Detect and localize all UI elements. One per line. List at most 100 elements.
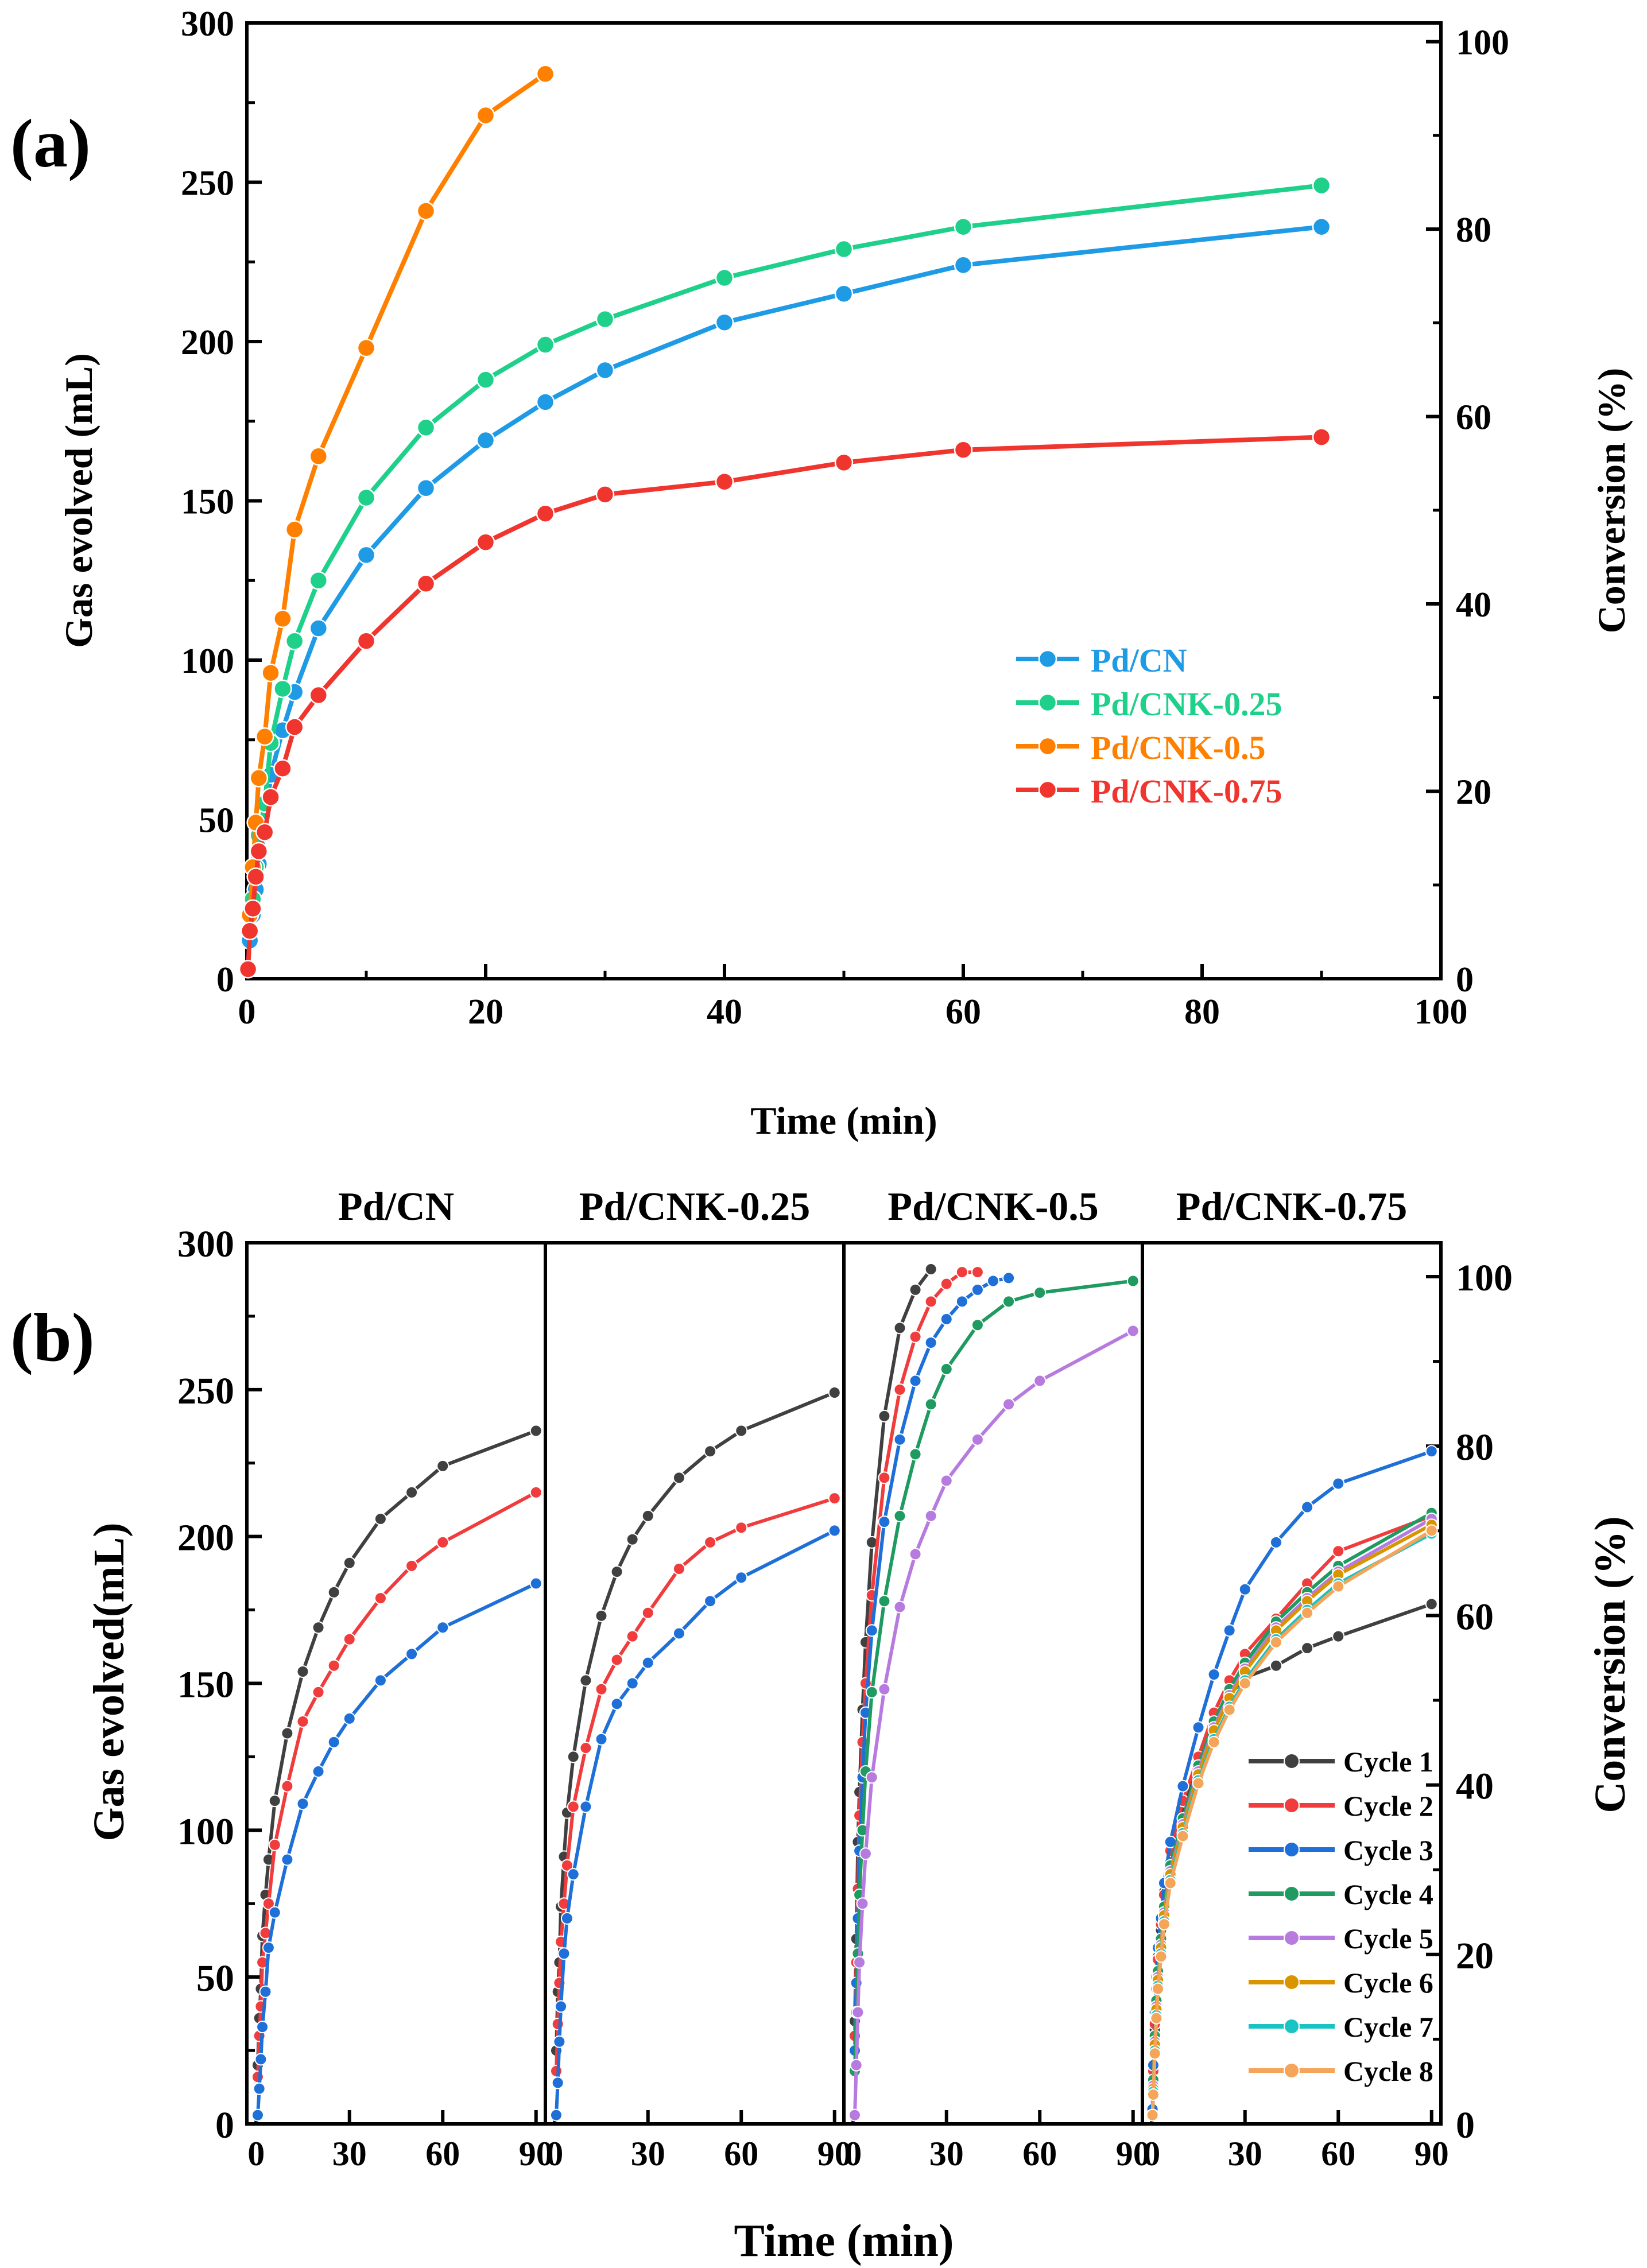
- panel-b-data-point: [1176, 1779, 1189, 1793]
- panel-b-data-point: [1425, 1524, 1438, 1537]
- panel-b-data-point: [1192, 1777, 1205, 1790]
- panel-a-data-point: [954, 255, 973, 275]
- panel-b-legend-marker: [1284, 2018, 1300, 2034]
- panel-b-data-point: [848, 2108, 861, 2122]
- panel-b-data-point: [1332, 1580, 1345, 1593]
- panel-b-data-point: [436, 1459, 449, 1472]
- panel-b-series-line: [256, 1429, 537, 2065]
- panel-a-data-point: [416, 418, 436, 437]
- panel-a-data-point: [476, 431, 495, 450]
- panel-b-x-tick-label: 90: [519, 2135, 553, 2173]
- panel-a-data-point: [476, 106, 495, 125]
- panel-b-data-point: [909, 1548, 922, 1561]
- panel-b-data-point: [343, 1556, 356, 1569]
- panel-b-data-point: [374, 1592, 387, 1605]
- panel-b-data-point: [251, 2108, 264, 2122]
- panel-b-x-tick-label: 0: [1143, 2135, 1160, 2173]
- panel-b-data-point: [878, 1409, 891, 1422]
- panel-b-data-point: [940, 1474, 953, 1487]
- panel-b-legend-label: Cycle 5: [1343, 1922, 1433, 1955]
- panel-b-data-point: [1332, 1545, 1345, 1558]
- panel-a-x-axis-label: Time (min): [750, 1099, 937, 1142]
- panel-b-legend-marker: [1284, 1797, 1300, 1813]
- panel-b-series-line: [853, 1279, 1134, 2071]
- panel-a-data-point: [1312, 428, 1331, 447]
- panel-a-data-point: [285, 520, 304, 539]
- panel-b-legend-marker: [1284, 1886, 1300, 1902]
- panel-a-data-point: [356, 338, 376, 358]
- panel-b-data-point: [735, 1424, 748, 1437]
- panel-b-data-point: [704, 1536, 717, 1549]
- panel-a-data-point: [309, 685, 328, 705]
- panel-a-y2-tick-label: 60: [1456, 398, 1491, 437]
- panel-b-data-point: [327, 1735, 340, 1749]
- panel-b-x-tick-label: 60: [1321, 2135, 1355, 2173]
- panel-b-data-point: [853, 1956, 866, 1969]
- panel-b-data-point: [626, 1533, 639, 1546]
- panel-b-data-point: [971, 1319, 984, 1332]
- panel-b-data-point: [1033, 1374, 1047, 1387]
- panel-a-data-point: [273, 759, 292, 778]
- panel-a-data-point: [285, 631, 304, 650]
- panel-b-data-point: [579, 1742, 592, 1755]
- panel-b-data-point: [735, 1521, 748, 1534]
- panel-a-data-point: [261, 788, 280, 807]
- panel-b-x-tick-label: 0: [247, 2135, 265, 2173]
- panel-a-x-tick-label: 60: [945, 993, 981, 1032]
- panel-a-x-tick-label: 100: [1415, 993, 1468, 1032]
- panel-a-data-point: [476, 533, 495, 552]
- panel-b-y-tick-label: 50: [196, 1957, 234, 1999]
- panel-b-data-point: [557, 1947, 571, 1960]
- panel-b-x-tick-label: 0: [546, 2135, 563, 2173]
- panel-a-y2-tick-label: 80: [1456, 211, 1491, 250]
- panel-b-data-point: [343, 1633, 356, 1646]
- panel-a-y2-tick-label: 0: [1456, 960, 1474, 999]
- panel-b-data-point: [893, 1433, 906, 1446]
- panel-b-subplot-title: Pd/CNK-0.25: [579, 1185, 811, 1229]
- panel-b-x-tick-label: 30: [1228, 2135, 1262, 2173]
- panel-a-data-point: [240, 921, 259, 940]
- panel-b-data-point: [641, 1509, 654, 1522]
- panel-b-data-point: [641, 1606, 654, 1619]
- panel-a-data-point: [1312, 176, 1331, 195]
- panel-b-data-point: [327, 1585, 340, 1599]
- panel-b-data-point: [553, 2035, 566, 2048]
- panel-a-legend: Pd/CN Pd/CNK-0.25 Pd/CNK-0.5 Pd/CNK-0.75: [1016, 642, 1282, 810]
- panel-a-y-tick-label: 100: [181, 642, 234, 681]
- panel-a-data-point: [954, 217, 973, 237]
- panel-b-y-tick-label: 250: [177, 1370, 234, 1412]
- panel-b-data-point: [1002, 1295, 1016, 1308]
- panel-b-data-point: [1154, 1950, 1168, 1963]
- panel-a-data-point: [243, 899, 262, 918]
- panel-b-data-point: [551, 2076, 564, 2089]
- panel-b-y-tick-label: 150: [177, 1664, 234, 1706]
- panel-b-data-point: [529, 1577, 542, 1590]
- panel-a-data-point: [285, 718, 304, 736]
- panel-b-data-point: [1223, 1624, 1236, 1637]
- panel-a-data-point: [834, 284, 854, 303]
- panel-b-data-point: [878, 1682, 891, 1696]
- panel-b-x-axis-label: Time (min): [734, 2216, 954, 2266]
- panel-a-series-line: [247, 224, 1322, 941]
- panel-b-x-tick-label: 90: [817, 2135, 852, 2173]
- panel-a-y-tick-label: 300: [181, 5, 234, 44]
- panel-b-data-point: [268, 1838, 281, 1851]
- panel-b-label: (b): [10, 1299, 95, 1375]
- panel-a-plot-frame: [245, 21, 1443, 980]
- panel-b-data-point: [436, 1536, 449, 1549]
- panel-b-legend-marker: [1284, 2062, 1300, 2079]
- panel-b-data-point: [850, 2058, 863, 2072]
- panel-a-data-point: [238, 960, 258, 979]
- panel-b-data-point: [909, 1283, 922, 1296]
- panel-b-data-point: [595, 1732, 608, 1746]
- panel-a: (a) 0 20 40 60 80 100050100150200250300020406…: [10, 5, 1633, 1142]
- panel-a-legend-label: Pd/CN: [1091, 642, 1187, 679]
- panel-b-data-point: [1146, 2108, 1159, 2122]
- panel-a-data-point: [261, 663, 280, 683]
- panel-b-data-point: [924, 1263, 937, 1276]
- panel-a-data-point: [356, 545, 376, 565]
- panel-b-data-point: [312, 1765, 325, 1778]
- panel-b-data-point: [555, 2000, 568, 2013]
- panel-b-data-point: [940, 1313, 953, 1326]
- panel-a-data-point: [476, 370, 495, 389]
